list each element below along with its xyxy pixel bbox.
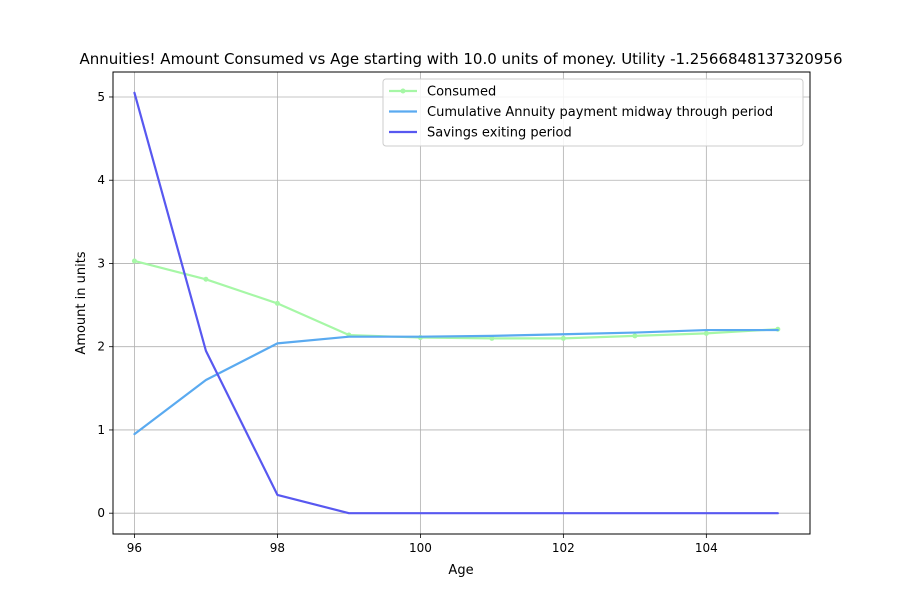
y-tick-label: 4 — [97, 173, 105, 187]
legend: Consumed Cumulative Annuity payment midwa… — [382, 78, 804, 147]
legend-box — [382, 78, 804, 147]
legend-label: Cumulative Annuity payment midway throug… — [427, 105, 773, 120]
chart-title: Annuities! Amount Consumed vs Age starti… — [79, 50, 842, 68]
series-line-1 — [133, 259, 779, 340]
y-tick-label: 0 — [97, 506, 105, 520]
y-tick-label: 3 — [97, 256, 105, 270]
x-axis-label: Age — [448, 563, 473, 578]
x-tick-label: 104 — [695, 541, 718, 555]
legend-label: Consumed — [427, 85, 496, 100]
axis-ticks: 96 98 100 102 104 0 1 2 3 4 5 — [97, 90, 717, 555]
series-line-3 — [133, 91, 779, 515]
y-tick-label: 2 — [97, 340, 105, 354]
series-1-point — [131, 258, 137, 264]
y-axis-label: Amount in units — [74, 251, 89, 354]
y-tick-label: 1 — [97, 423, 105, 437]
plot-area-frame — [112, 71, 811, 535]
y-tick-label: 5 — [97, 90, 105, 104]
x-tick-label: 96 — [127, 541, 142, 555]
series-line-2 — [133, 328, 779, 436]
x-tick-label: 98 — [270, 541, 285, 555]
series-1-point — [632, 333, 638, 339]
series-1-point — [203, 276, 209, 282]
legend-label: Savings exiting period — [427, 126, 572, 141]
x-tick-label: 102 — [552, 541, 575, 555]
series-1-point — [489, 335, 495, 341]
x-tick-label: 100 — [409, 541, 432, 555]
series-1-point — [703, 330, 709, 336]
legend-marker — [400, 88, 406, 94]
series-lines — [131, 91, 781, 515]
series-1-point — [274, 300, 280, 306]
series-1-point — [560, 335, 566, 341]
